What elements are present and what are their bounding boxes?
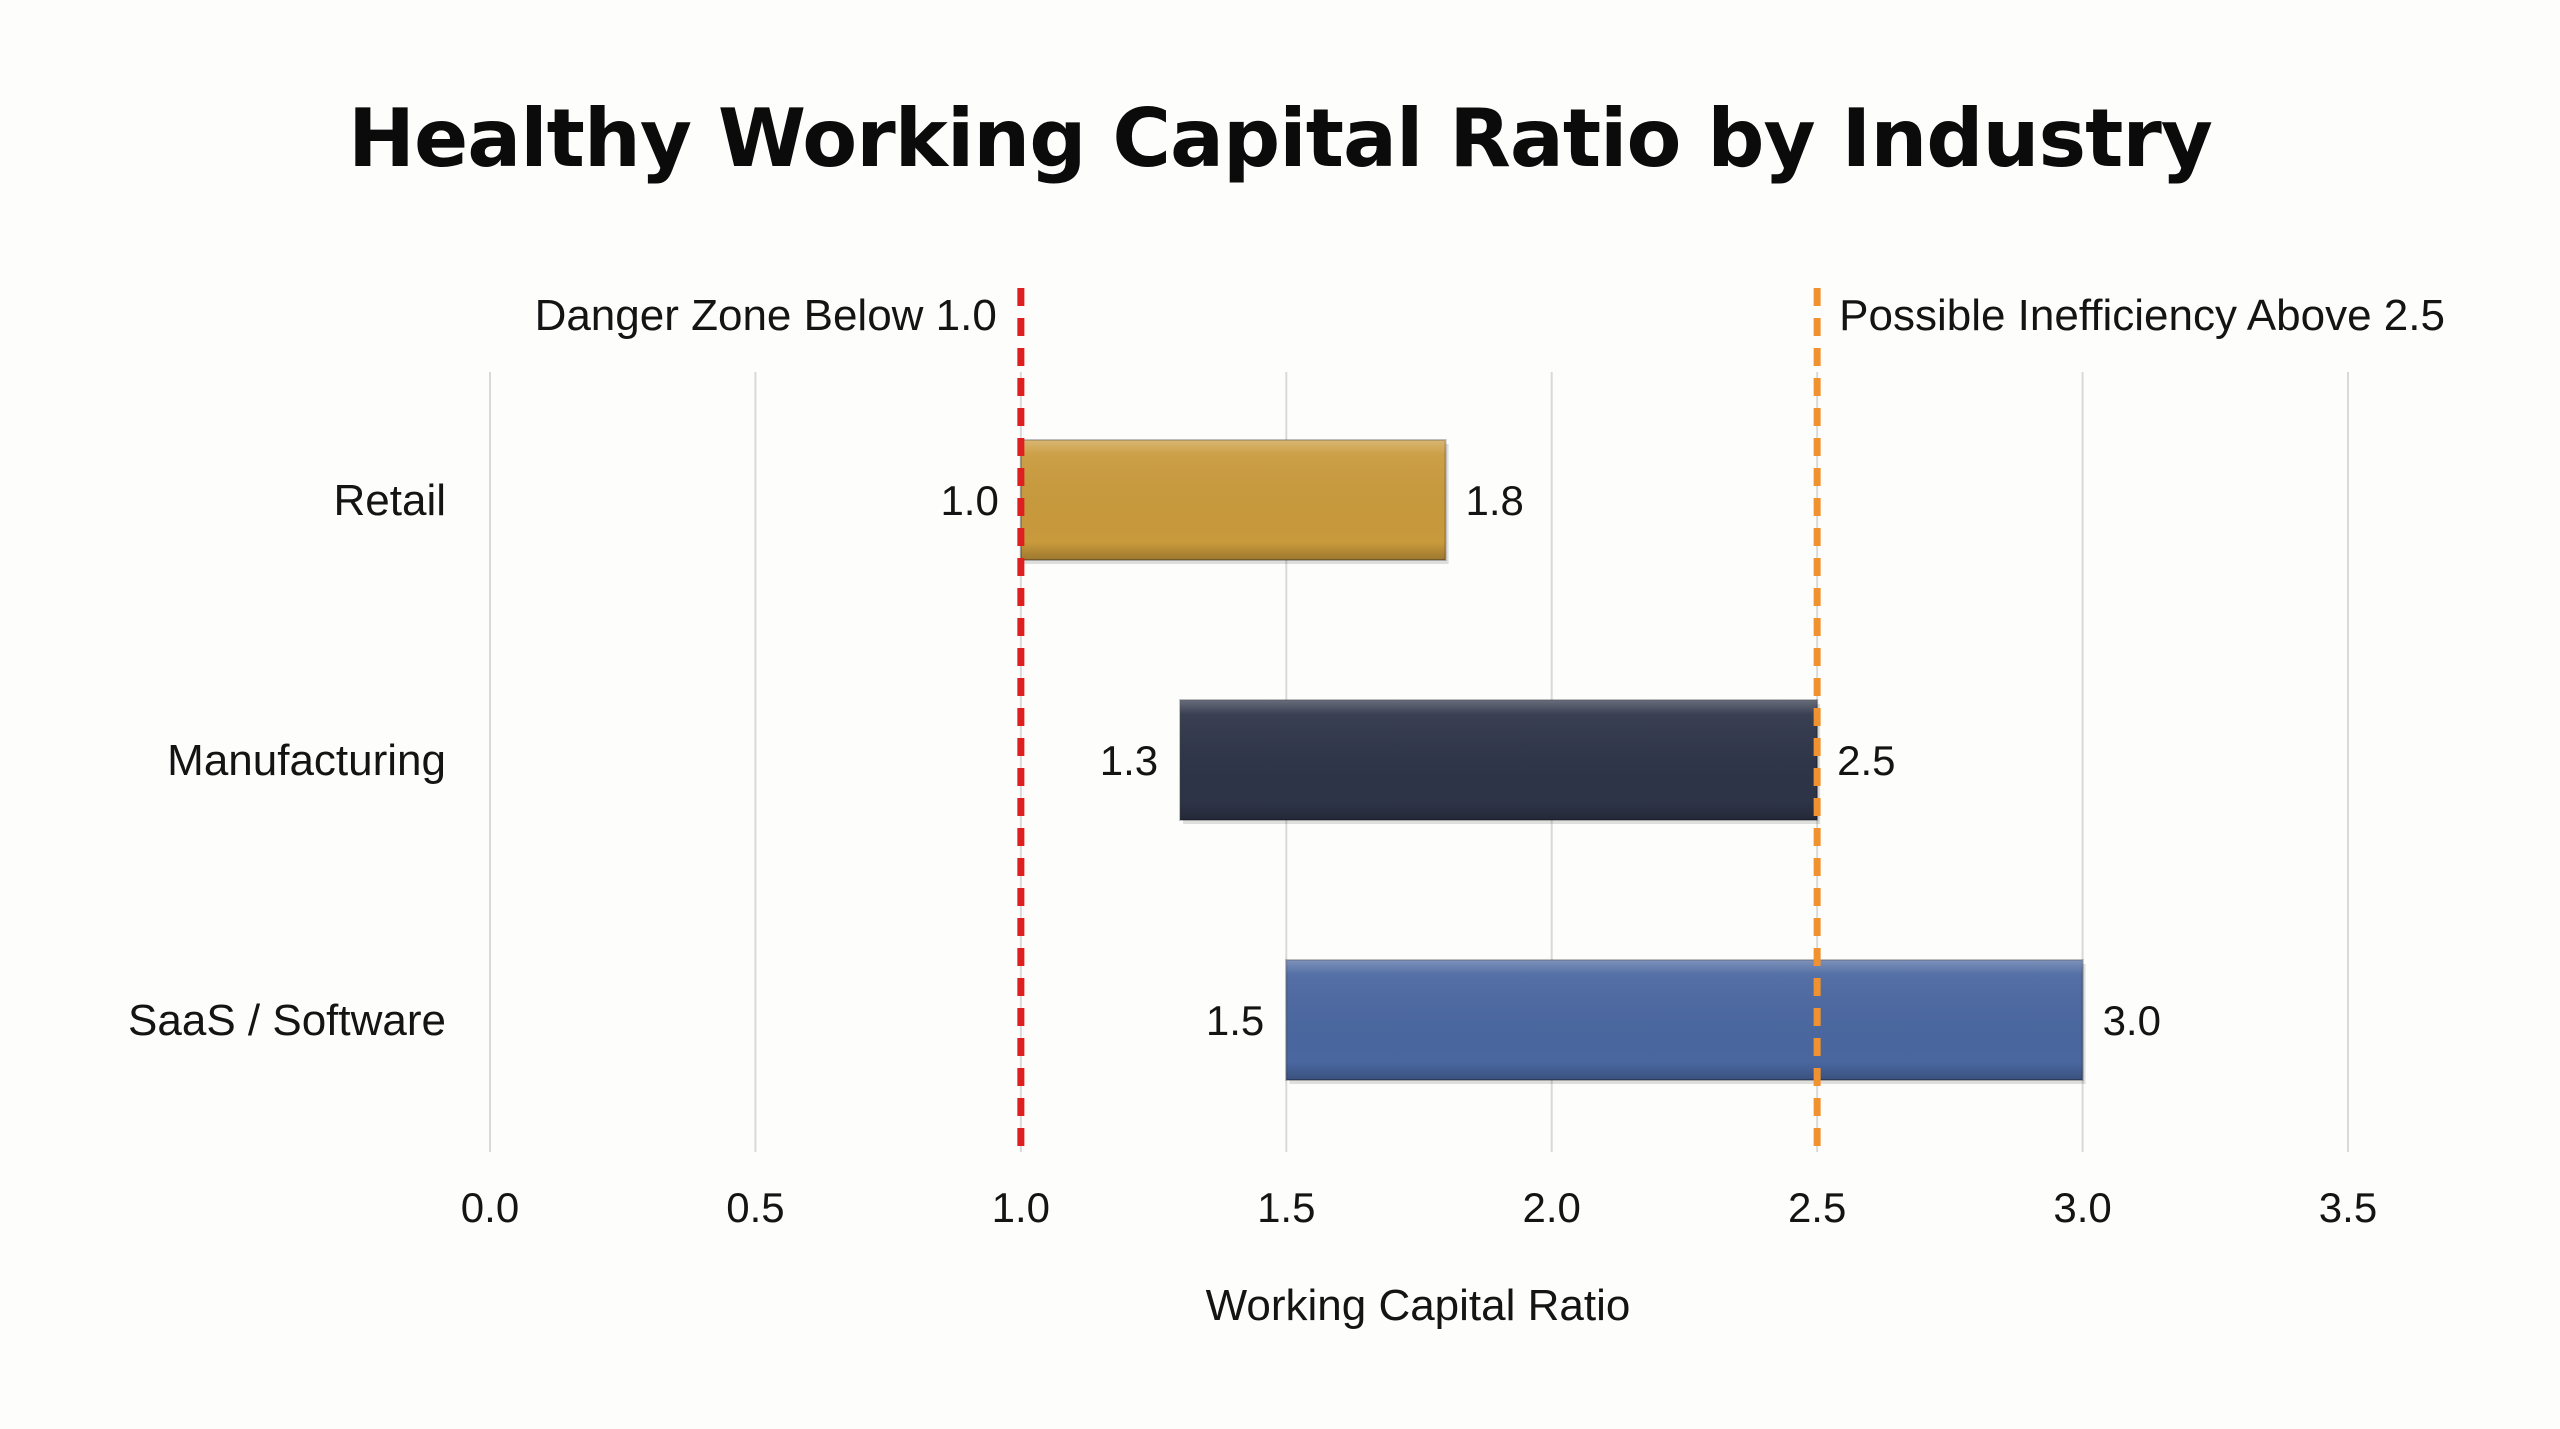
category-label: Manufacturing: [167, 736, 446, 785]
low-value-label: 1.3: [1100, 737, 1158, 784]
category-label: SaaS / Software: [128, 996, 446, 1045]
x-tick-label: 1.5: [1257, 1184, 1315, 1231]
range-bars: [1019, 439, 2086, 1084]
chart-title: Healthy Working Capital Ratio by Industr…: [348, 92, 2213, 185]
x-tick-label: 2.0: [1523, 1184, 1581, 1231]
chart-labels: 0.0 0.5 1.0 1.5 2.0 2.5 3.0 3.5 Retail 1.0 1.8 Manu…: [128, 291, 2445, 1330]
x-tick-label: 0.5: [726, 1184, 784, 1231]
x-tick-label: 2.5: [1788, 1184, 1846, 1231]
reference-line-label: Danger Zone Below 1.0: [535, 291, 997, 340]
high-value-label: 1.8: [1466, 477, 1524, 524]
low-value-label: 1.5: [1206, 997, 1264, 1044]
bar-bevel: [1286, 960, 2083, 1080]
high-value-label: 3.0: [2103, 997, 2161, 1044]
x-tick-label: 3.0: [2053, 1184, 2111, 1231]
x-tick-label: 3.5: [2319, 1184, 2377, 1231]
bar-bevel: [1180, 700, 1818, 820]
x-axis-title: Working Capital Ratio: [1206, 1281, 1631, 1330]
high-value-label: 2.5: [1837, 737, 1895, 784]
bar-bevel: [1020, 440, 1446, 560]
low-value-label: 1.0: [940, 477, 998, 524]
x-tick-label: 0.0: [461, 1184, 519, 1231]
reference-lines: [1017, 288, 1821, 1155]
x-tick-label: 1.0: [992, 1184, 1050, 1231]
reference-line-label: Possible Inefficiency Above 2.5: [1839, 291, 2445, 340]
category-label: Retail: [334, 476, 447, 525]
